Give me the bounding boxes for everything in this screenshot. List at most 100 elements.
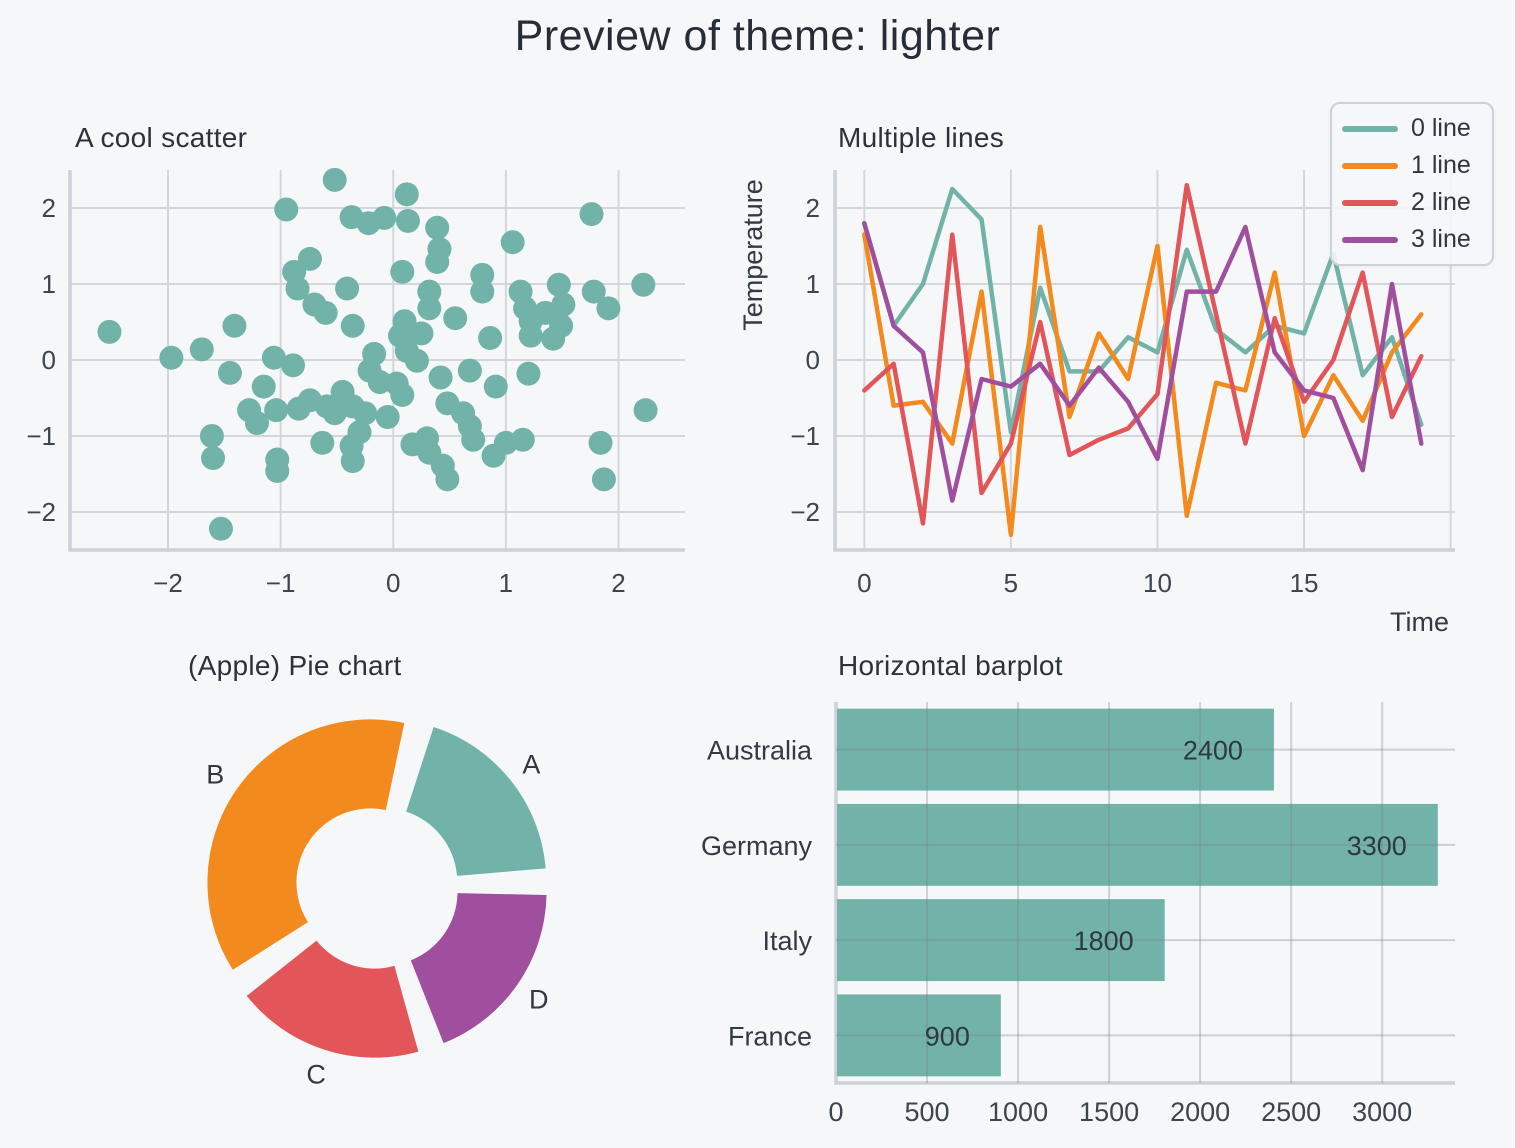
scatter-point xyxy=(470,262,495,287)
pie-slice-label: C xyxy=(306,1059,326,1089)
bar-value-label: 2400 xyxy=(1183,736,1243,766)
legend-line-swatch xyxy=(1342,162,1398,169)
scatter-point xyxy=(409,321,434,346)
legend-line-swatch xyxy=(1342,199,1398,206)
legend-item: 0 line xyxy=(1342,114,1482,143)
line-series-2-line xyxy=(862,182,1424,526)
x-tick-label: 5 xyxy=(1004,568,1018,598)
scatter-point xyxy=(261,345,286,370)
scatter-point xyxy=(435,467,460,492)
scatter-point xyxy=(451,401,476,426)
x-tick-label: 2000 xyxy=(1170,1097,1230,1127)
bar-category-label: Germany xyxy=(701,831,813,861)
x-tick-label: 10 xyxy=(1143,568,1172,598)
scatter-point xyxy=(581,279,606,304)
legend-item: 1 line xyxy=(1342,151,1482,180)
bar-Australia xyxy=(837,708,1274,791)
pie-slice-C xyxy=(246,940,419,1058)
scatter-point xyxy=(457,358,482,383)
pie-title: (Apple) Pie chart xyxy=(188,650,402,681)
scatter-point xyxy=(390,382,415,407)
scatter-point xyxy=(217,360,242,385)
x-tick-label: 1500 xyxy=(1079,1097,1139,1127)
scatter-point xyxy=(546,272,571,297)
legend-item-label: 2 line xyxy=(1411,188,1471,216)
pie-slice-label: A xyxy=(522,750,540,780)
bar-category-label: Australia xyxy=(707,736,813,766)
scatter-point xyxy=(347,420,372,445)
scatter-point xyxy=(425,215,450,240)
scatter-point xyxy=(483,374,508,399)
x-tick-label: 2 xyxy=(611,568,625,598)
scatter-point xyxy=(208,516,233,541)
scatter-point xyxy=(281,353,306,378)
scatter-point xyxy=(510,427,535,452)
scatter-point xyxy=(199,424,224,448)
x-tick-label: 15 xyxy=(1290,568,1319,598)
scatter-point xyxy=(551,292,576,317)
x-tick-label: 500 xyxy=(904,1097,949,1127)
bar-Germany xyxy=(837,803,1438,886)
bar-value-label: 900 xyxy=(925,1021,970,1051)
y-tick-label: 2 xyxy=(42,193,56,223)
lines-legend: 0 line 1 line 2 line 3 line xyxy=(1330,102,1494,266)
scatter-point xyxy=(591,467,616,492)
legend-item-label: 0 line xyxy=(1411,114,1471,142)
y-tick-label: 1 xyxy=(806,269,820,299)
scatter-point xyxy=(375,405,400,429)
bar-Italy xyxy=(837,899,1165,982)
lines-ylabel: Temperature xyxy=(738,179,768,331)
scatter-point xyxy=(392,309,417,334)
scatter-point xyxy=(394,182,419,207)
scatter-point xyxy=(189,337,214,362)
legend-item: 3 line xyxy=(1342,225,1482,254)
legend-item: 2 line xyxy=(1342,188,1482,217)
scatter-point xyxy=(335,276,360,301)
scatter-point xyxy=(425,249,450,274)
scatter-point xyxy=(340,313,365,338)
scatter-point xyxy=(533,300,558,325)
pie-slice-D xyxy=(410,893,547,1044)
pie-slice-label: D xyxy=(529,984,549,1014)
bar-value-label: 3300 xyxy=(1347,831,1407,861)
axis-spine xyxy=(68,170,685,552)
legend-item-label: 1 line xyxy=(1411,151,1471,179)
scatter-point xyxy=(274,197,299,222)
legend-line-swatch xyxy=(1342,125,1398,132)
y-tick-label: −1 xyxy=(26,421,56,451)
scatter-point xyxy=(313,300,338,325)
bar-category-label: Italy xyxy=(762,926,812,956)
x-tick-label: 2500 xyxy=(1261,1097,1321,1127)
scatter-point xyxy=(417,279,442,304)
figure-title: Preview of theme: lighter xyxy=(514,12,1001,60)
scatter-point xyxy=(201,446,226,471)
bar-category-label: France xyxy=(728,1021,812,1051)
scatter-point xyxy=(470,279,495,304)
scatter-point xyxy=(97,319,122,344)
scatter-point xyxy=(541,326,566,351)
scatter-point xyxy=(322,401,347,426)
scatter-point xyxy=(330,379,355,404)
y-tick-label: −2 xyxy=(790,497,820,527)
x-tick-label: 0 xyxy=(386,568,400,598)
axis-spine xyxy=(834,702,1455,1085)
lines-title: Multiple lines xyxy=(838,122,1005,153)
line-series-0-line xyxy=(862,186,1424,435)
scatter-point xyxy=(244,411,269,436)
scatter-point xyxy=(461,427,486,452)
y-tick-label: 0 xyxy=(42,345,56,375)
scatter-point xyxy=(500,230,525,255)
scatter-point xyxy=(588,430,613,455)
scatter-point xyxy=(395,208,420,233)
axis-spine xyxy=(833,170,1455,552)
scatter-point xyxy=(322,167,347,192)
scatter-point xyxy=(264,398,289,423)
line-series-1-line xyxy=(862,224,1424,538)
scatter-point xyxy=(159,345,184,370)
x-tick-label: 0 xyxy=(828,1097,843,1127)
scatter-point xyxy=(285,276,310,301)
scatter-point xyxy=(579,202,604,227)
line-series-3-line xyxy=(862,220,1424,503)
y-tick-label: 1 xyxy=(42,269,56,299)
